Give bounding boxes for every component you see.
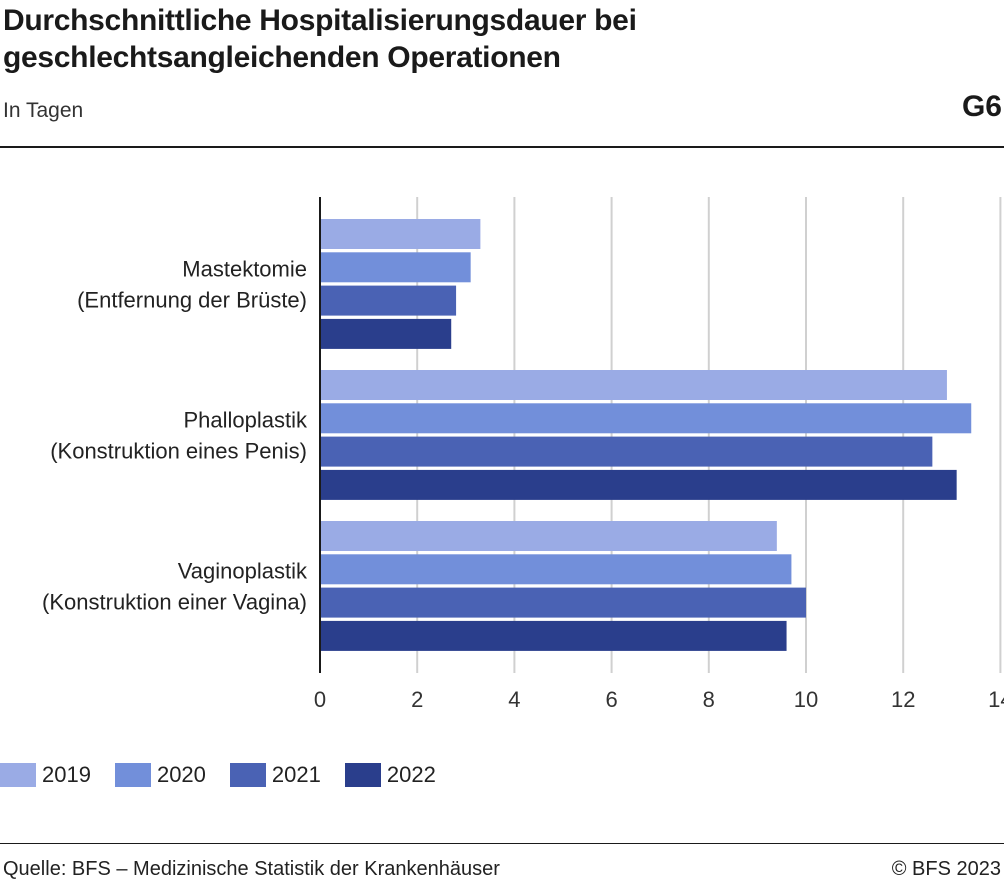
legend-label: 2019: [42, 762, 91, 787]
legend-swatch: [344, 763, 381, 787]
bar: [320, 436, 933, 467]
legend-item: 2022: [344, 762, 436, 788]
x-tick-label: 2: [411, 687, 423, 712]
legend-swatch: [229, 763, 266, 787]
legend-swatch: [0, 763, 36, 787]
x-tick-label: 14: [988, 687, 1004, 712]
bar: [320, 219, 481, 249]
x-tick-label: 0: [314, 687, 326, 712]
x-tick-label: 12: [891, 687, 915, 712]
bar: [320, 521, 777, 551]
bar: [320, 554, 792, 585]
bar: [320, 370, 947, 400]
bar: [320, 469, 957, 500]
bar: [320, 587, 806, 618]
bar-chart: 0 2 4 6 8 10 12 14 Mastektomie (Entfernung der Br…: [42, 197, 1004, 712]
legend-item: 2019: [0, 762, 91, 788]
bar: [320, 403, 972, 434]
category-label: Vaginoplastik: [178, 558, 308, 583]
chart-legend: 2019 2020 2021 2022: [0, 760, 460, 790]
bar: [320, 318, 452, 349]
category-label: Phalloplastik: [183, 407, 308, 432]
x-tick-label: 8: [703, 687, 715, 712]
header-divider: [0, 146, 1004, 148]
x-tick-label: 6: [605, 687, 617, 712]
category-label: (Konstruktion eines Penis): [50, 438, 307, 463]
chart-title: Durchschnittliche Hospitalisierungsdauer…: [3, 4, 637, 74]
category-label: (Konstruktion einer Vagina): [42, 589, 307, 614]
bar: [320, 620, 787, 651]
legend-label: 2021: [271, 762, 321, 787]
legend-label: 2020: [156, 762, 206, 787]
footer-divider: [0, 843, 1004, 844]
legend-item: 2020: [114, 762, 206, 788]
bar: [320, 285, 457, 316]
category-label: Mastektomie: [182, 256, 307, 281]
chart-subtitle: In Tagen: [3, 99, 84, 122]
copyright-note: © BFS 2023: [891, 858, 1001, 880]
bar: [320, 252, 471, 283]
legend-label: 2022: [386, 762, 436, 787]
source-note: Quelle: BFS – Medizinische Statistik der…: [3, 858, 500, 880]
x-tick-label: 10: [794, 687, 818, 712]
x-tick-label: 4: [508, 687, 520, 712]
chart-id: G6: [961, 90, 1002, 123]
legend-swatch: [114, 763, 151, 787]
legend-item: 2021: [229, 762, 321, 788]
category-label: (Entfernung der Brüste): [77, 287, 307, 312]
